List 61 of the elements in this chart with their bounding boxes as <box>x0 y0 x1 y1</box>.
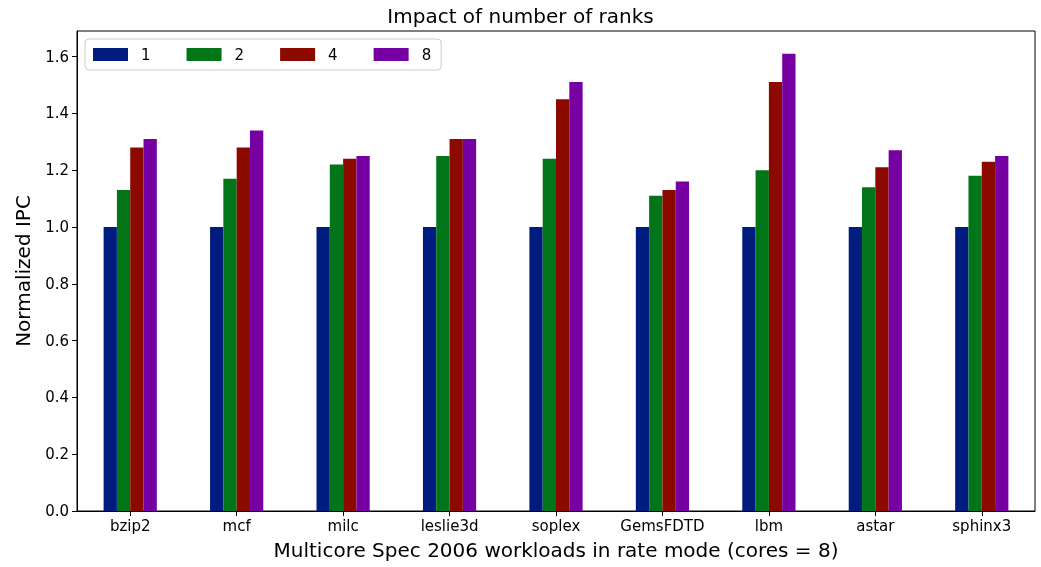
bar <box>649 195 663 511</box>
bar <box>556 99 570 511</box>
bar <box>449 138 463 511</box>
y-tick-label: 1.6 <box>45 47 69 66</box>
bar <box>888 150 902 511</box>
y-tick-label: 0.2 <box>45 445 69 464</box>
bar <box>981 161 996 511</box>
bar <box>755 170 769 511</box>
x-tick-label: lbm <box>754 516 784 535</box>
legend-label: 1 <box>141 45 151 64</box>
bar <box>782 53 796 511</box>
bar <box>422 226 437 511</box>
x-tick-label: bzip2 <box>109 516 151 535</box>
chart-title: Impact of number of ranks <box>387 4 654 28</box>
y-axis-title: Normalized IPC <box>11 195 35 347</box>
y-tick-label: 0.0 <box>45 502 69 520</box>
bar <box>569 82 583 511</box>
bar <box>130 147 144 511</box>
legend-label: 8 <box>421 45 432 64</box>
bar <box>768 82 783 511</box>
legend-label: 4 <box>328 45 338 64</box>
bar <box>143 138 157 511</box>
bar <box>662 190 676 511</box>
bar <box>848 226 863 511</box>
bar <box>210 226 224 511</box>
bar <box>995 155 1009 511</box>
x-tick-label: leslie3d <box>420 516 479 535</box>
bar <box>462 138 477 511</box>
bar <box>316 226 330 511</box>
x-tick-label: milc <box>327 516 359 535</box>
bar <box>862 187 876 511</box>
x-axis-title: Multicore Spec 2006 workloads in rate mode (cores = 8) <box>273 538 839 562</box>
bar <box>223 178 237 511</box>
y-tick-label: 0.4 <box>45 388 69 407</box>
x-tick-label: mcf <box>222 516 252 535</box>
bar <box>249 130 264 511</box>
x-tick-label: sphinx3 <box>952 516 1012 535</box>
y-tick-label: 1.0 <box>45 217 69 236</box>
bar <box>542 158 556 511</box>
bar <box>343 158 357 511</box>
bar <box>436 155 450 511</box>
x-tick-label: soplex <box>531 516 581 535</box>
legend-label: 2 <box>234 45 245 64</box>
bar <box>955 226 969 511</box>
y-tick-label: 0.6 <box>45 331 69 350</box>
bar <box>236 147 250 511</box>
bar <box>968 175 982 511</box>
bar <box>742 226 756 511</box>
bar <box>635 226 650 511</box>
x-tick-label: GemsFDTD <box>620 516 705 535</box>
bar <box>529 226 543 511</box>
bar <box>329 164 344 511</box>
bar <box>675 181 690 511</box>
y-tick-label: 0.8 <box>45 274 69 293</box>
y-tick-label: 1.4 <box>45 104 69 123</box>
bar <box>103 226 117 511</box>
bar <box>356 155 370 511</box>
bar <box>875 167 889 511</box>
y-tick-label: 1.2 <box>45 161 69 180</box>
x-tick-label: astar <box>856 516 896 535</box>
bar <box>116 190 131 511</box>
